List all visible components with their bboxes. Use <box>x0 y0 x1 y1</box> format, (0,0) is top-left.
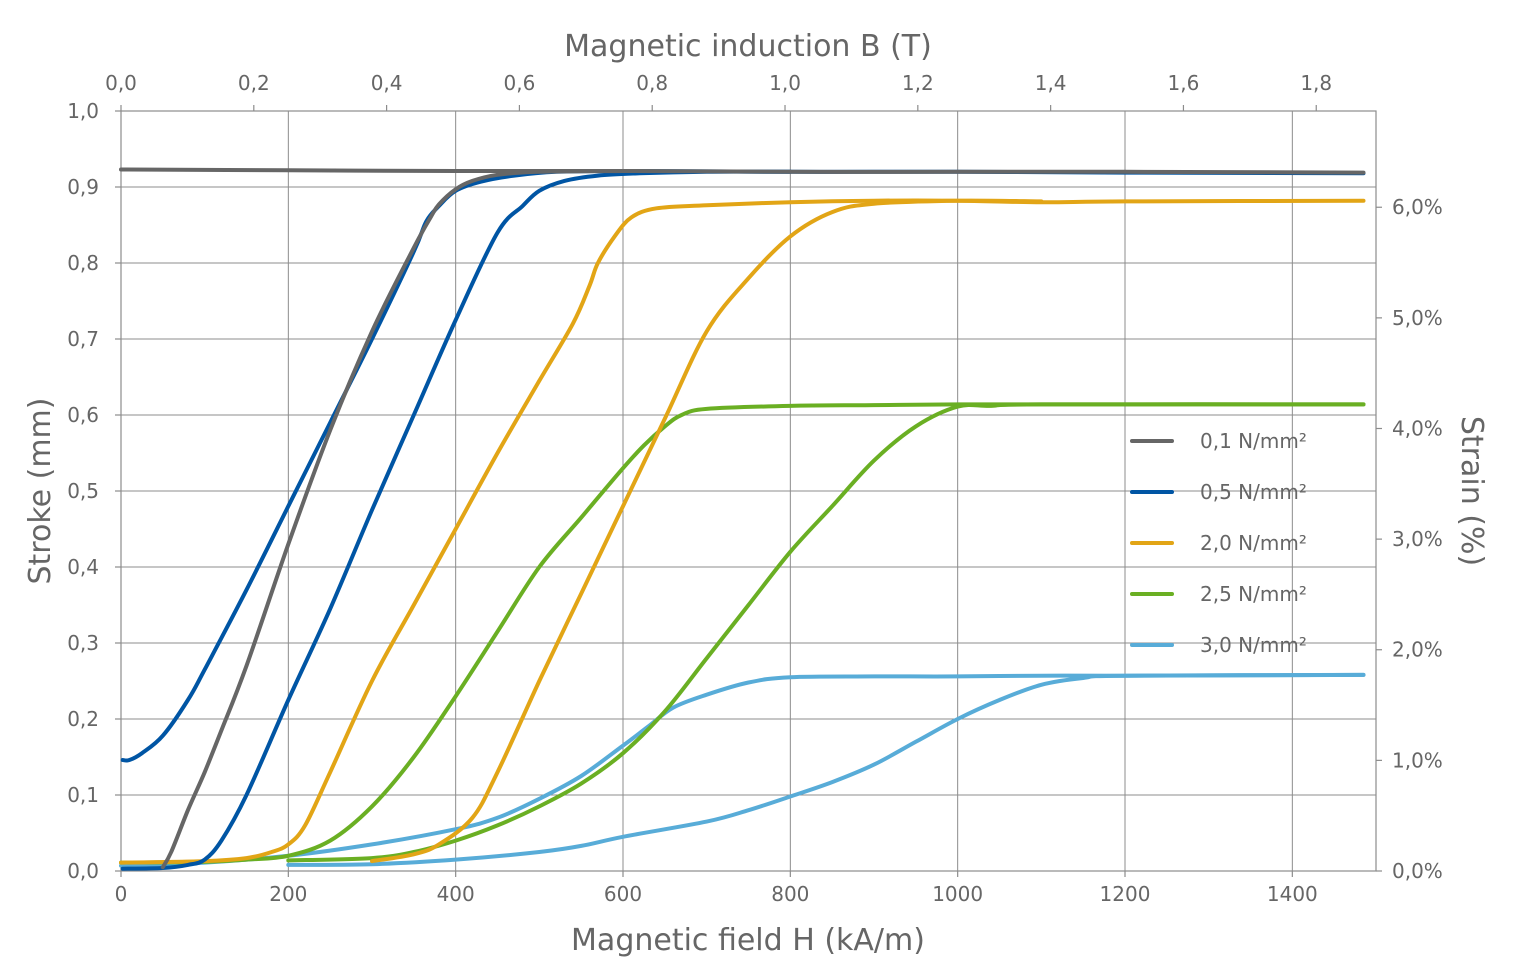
x2-tick-label: 1,4 <box>1035 71 1067 95</box>
series-lines <box>119 167 1366 871</box>
y2-tick-label: 0,0% <box>1392 859 1443 883</box>
y2-tick-label: 4,0% <box>1392 416 1443 440</box>
legend-label: 3,0 N/mm² <box>1200 633 1307 657</box>
series-line-5-a <box>119 672 1366 868</box>
legend-label: 2,5 N/mm² <box>1200 582 1307 606</box>
x2-tick-label: 0,2 <box>238 71 270 95</box>
y2-tick-label: 3,0% <box>1392 527 1443 551</box>
x-tick-label: 200 <box>269 882 307 906</box>
series-line-2-b <box>120 169 793 871</box>
x2-tick-label: 0,6 <box>504 71 536 95</box>
series-line-3-a <box>119 198 1366 865</box>
right-axis-title: Strain (%) <box>1454 416 1489 566</box>
y2-tick-label: 6,0% <box>1392 195 1443 219</box>
y-tick-label: 0,3 <box>67 631 99 655</box>
y-tick-label: 1,0 <box>67 99 99 123</box>
axis-ticks: 0 200 400 600 800 1000 1200 1400 0,0 0,1 0,2 0,3 0,4… <box>67 71 1443 906</box>
y-tick-label: 0,1 <box>67 783 99 807</box>
y-tick-label: 0,9 <box>67 175 99 199</box>
x-tick-label: 600 <box>604 882 642 906</box>
legend-label: 2,0 N/mm² <box>1200 531 1307 555</box>
y2-tick-label: 5,0% <box>1392 306 1443 330</box>
x-tick-label: 1200 <box>1100 882 1151 906</box>
legend-label: 0,1 N/mm² <box>1200 429 1307 453</box>
y-tick-label: 0,0 <box>67 859 99 883</box>
y2-tick-label: 1,0% <box>1392 748 1443 772</box>
x-tick-label: 1000 <box>932 882 983 906</box>
x-tick-label: 0 <box>115 882 128 906</box>
y-tick-label: 0,4 <box>67 555 99 579</box>
y-tick-label: 0,8 <box>67 251 99 275</box>
series-line-4-b <box>286 402 1366 863</box>
y-tick-label: 0,5 <box>67 479 99 503</box>
y-tick-label: 0,2 <box>67 707 99 731</box>
x2-tick-label: 0,8 <box>636 71 668 95</box>
legend-label: 0,5 N/mm² <box>1200 480 1307 504</box>
series-line-2-a <box>120 169 1366 763</box>
x-tick-label: 1400 <box>1267 882 1318 906</box>
y2-tick-label: 2,0% <box>1392 638 1443 662</box>
series-line-3-b <box>370 198 1044 864</box>
series-line-5-b <box>286 672 1366 867</box>
y-tick-label: 0,7 <box>67 327 99 351</box>
x2-tick-label: 0,0 <box>105 71 137 95</box>
x2-tick-label: 1,2 <box>902 71 934 95</box>
x2-tick-label: 0,4 <box>371 71 403 95</box>
y-tick-label: 0,6 <box>67 403 99 427</box>
x2-tick-label: 1,6 <box>1168 71 1200 95</box>
x-tick-label: 800 <box>771 882 809 906</box>
top-axis-title: Magnetic induction B (T) <box>564 29 932 64</box>
x-tick-label: 400 <box>437 882 475 906</box>
series-line-4-a <box>119 402 1366 865</box>
left-axis-title: Stroke (mm) <box>23 398 58 585</box>
series-line-1-a <box>119 167 1366 175</box>
bottom-axis-title: Magnetic field H (kA/m) <box>571 923 925 958</box>
legend: 0,1 N/mm² 0,5 N/mm² 2,0 N/mm² 2,5 N/mm² 3,0 … <box>1130 429 1307 657</box>
x2-tick-label: 1,0 <box>769 71 801 95</box>
x2-tick-label: 1,8 <box>1300 71 1332 95</box>
series-line-1-b <box>160 169 625 870</box>
